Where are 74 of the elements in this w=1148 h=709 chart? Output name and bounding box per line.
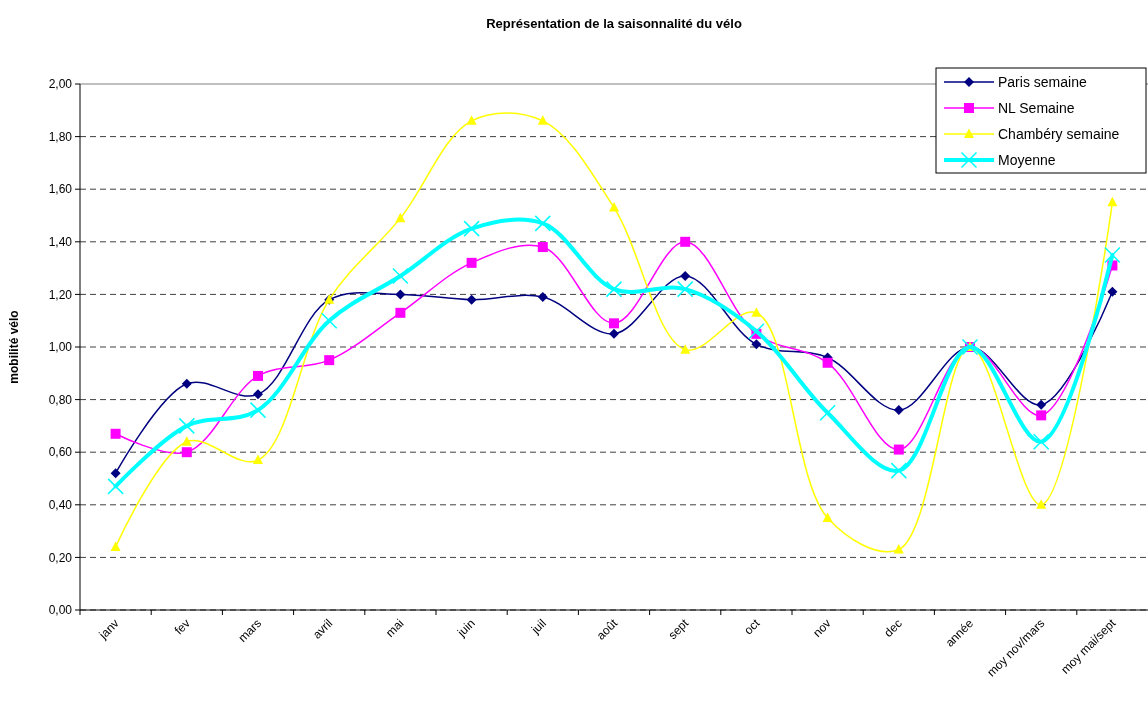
point bbox=[537, 115, 548, 125]
point bbox=[463, 220, 480, 237]
y-tick-label: 1,60 bbox=[48, 182, 73, 197]
point bbox=[395, 212, 406, 223]
point bbox=[609, 328, 619, 339]
point bbox=[893, 444, 904, 455]
point bbox=[181, 378, 192, 389]
point bbox=[751, 307, 762, 317]
y-tick-label: 2,00 bbox=[48, 77, 73, 92]
point bbox=[1036, 499, 1047, 509]
point bbox=[890, 462, 908, 479]
point bbox=[605, 280, 623, 298]
chart-title: Représentation de la saisonnalité du vélo bbox=[486, 16, 742, 31]
legend-label: Chambéry semaine bbox=[998, 125, 1120, 142]
y-tick-label: 1,00 bbox=[48, 340, 73, 355]
point bbox=[893, 544, 904, 554]
y-axis-title: mobilité vélo bbox=[7, 310, 21, 384]
point bbox=[181, 436, 192, 446]
point bbox=[680, 270, 691, 281]
point bbox=[534, 215, 552, 232]
point bbox=[1107, 196, 1118, 207]
point bbox=[961, 338, 979, 356]
point bbox=[1032, 433, 1050, 450]
point bbox=[466, 115, 477, 125]
legend-label: Moyenne bbox=[998, 151, 1056, 168]
point bbox=[253, 454, 263, 465]
legend-label: Paris semaine bbox=[998, 73, 1087, 90]
point bbox=[249, 401, 267, 419]
legend-label: NL Semaine bbox=[998, 99, 1075, 116]
y-tick-label: 0,40 bbox=[48, 498, 73, 512]
point bbox=[609, 318, 619, 329]
point bbox=[253, 389, 263, 400]
point bbox=[609, 202, 619, 212]
point bbox=[751, 339, 762, 350]
point bbox=[181, 447, 192, 458]
point bbox=[110, 428, 121, 439]
x-tick-label: sept bbox=[665, 615, 692, 643]
point bbox=[1036, 399, 1047, 410]
point bbox=[107, 478, 124, 495]
point bbox=[1104, 246, 1121, 264]
point bbox=[324, 355, 335, 366]
y-tick-label: 1,20 bbox=[48, 287, 73, 302]
point bbox=[676, 280, 694, 298]
y-tick-label: 0,00 bbox=[48, 603, 73, 618]
point bbox=[680, 236, 691, 247]
x-tick-label: oct bbox=[741, 615, 763, 638]
point bbox=[395, 307, 406, 318]
y-tick-label: 0,20 bbox=[48, 550, 73, 565]
x-tick-label: nov bbox=[810, 616, 834, 640]
x-tick-label: juin bbox=[453, 616, 478, 641]
x-tick-label: fev bbox=[171, 616, 193, 638]
point bbox=[680, 344, 691, 354]
point bbox=[537, 292, 548, 303]
point bbox=[253, 370, 263, 381]
point bbox=[1107, 286, 1118, 297]
point bbox=[893, 405, 904, 416]
y-tick-label: 0,60 bbox=[48, 445, 73, 460]
x-tick-label: juil bbox=[527, 616, 549, 638]
point bbox=[822, 357, 833, 368]
point bbox=[1036, 410, 1047, 421]
point bbox=[466, 294, 477, 305]
point bbox=[392, 267, 409, 285]
x-tick-label: dec bbox=[881, 616, 905, 640]
point bbox=[395, 289, 406, 300]
y-tick-label: 1,80 bbox=[48, 129, 73, 144]
point bbox=[178, 417, 196, 435]
y-tick-label: 0,80 bbox=[48, 392, 73, 407]
point bbox=[466, 257, 477, 268]
x-tick-label: mai bbox=[382, 616, 407, 640]
point bbox=[110, 541, 121, 551]
y-tick-label: 1,40 bbox=[48, 235, 73, 249]
point bbox=[537, 242, 548, 253]
point bbox=[822, 512, 833, 522]
point bbox=[110, 468, 121, 479]
